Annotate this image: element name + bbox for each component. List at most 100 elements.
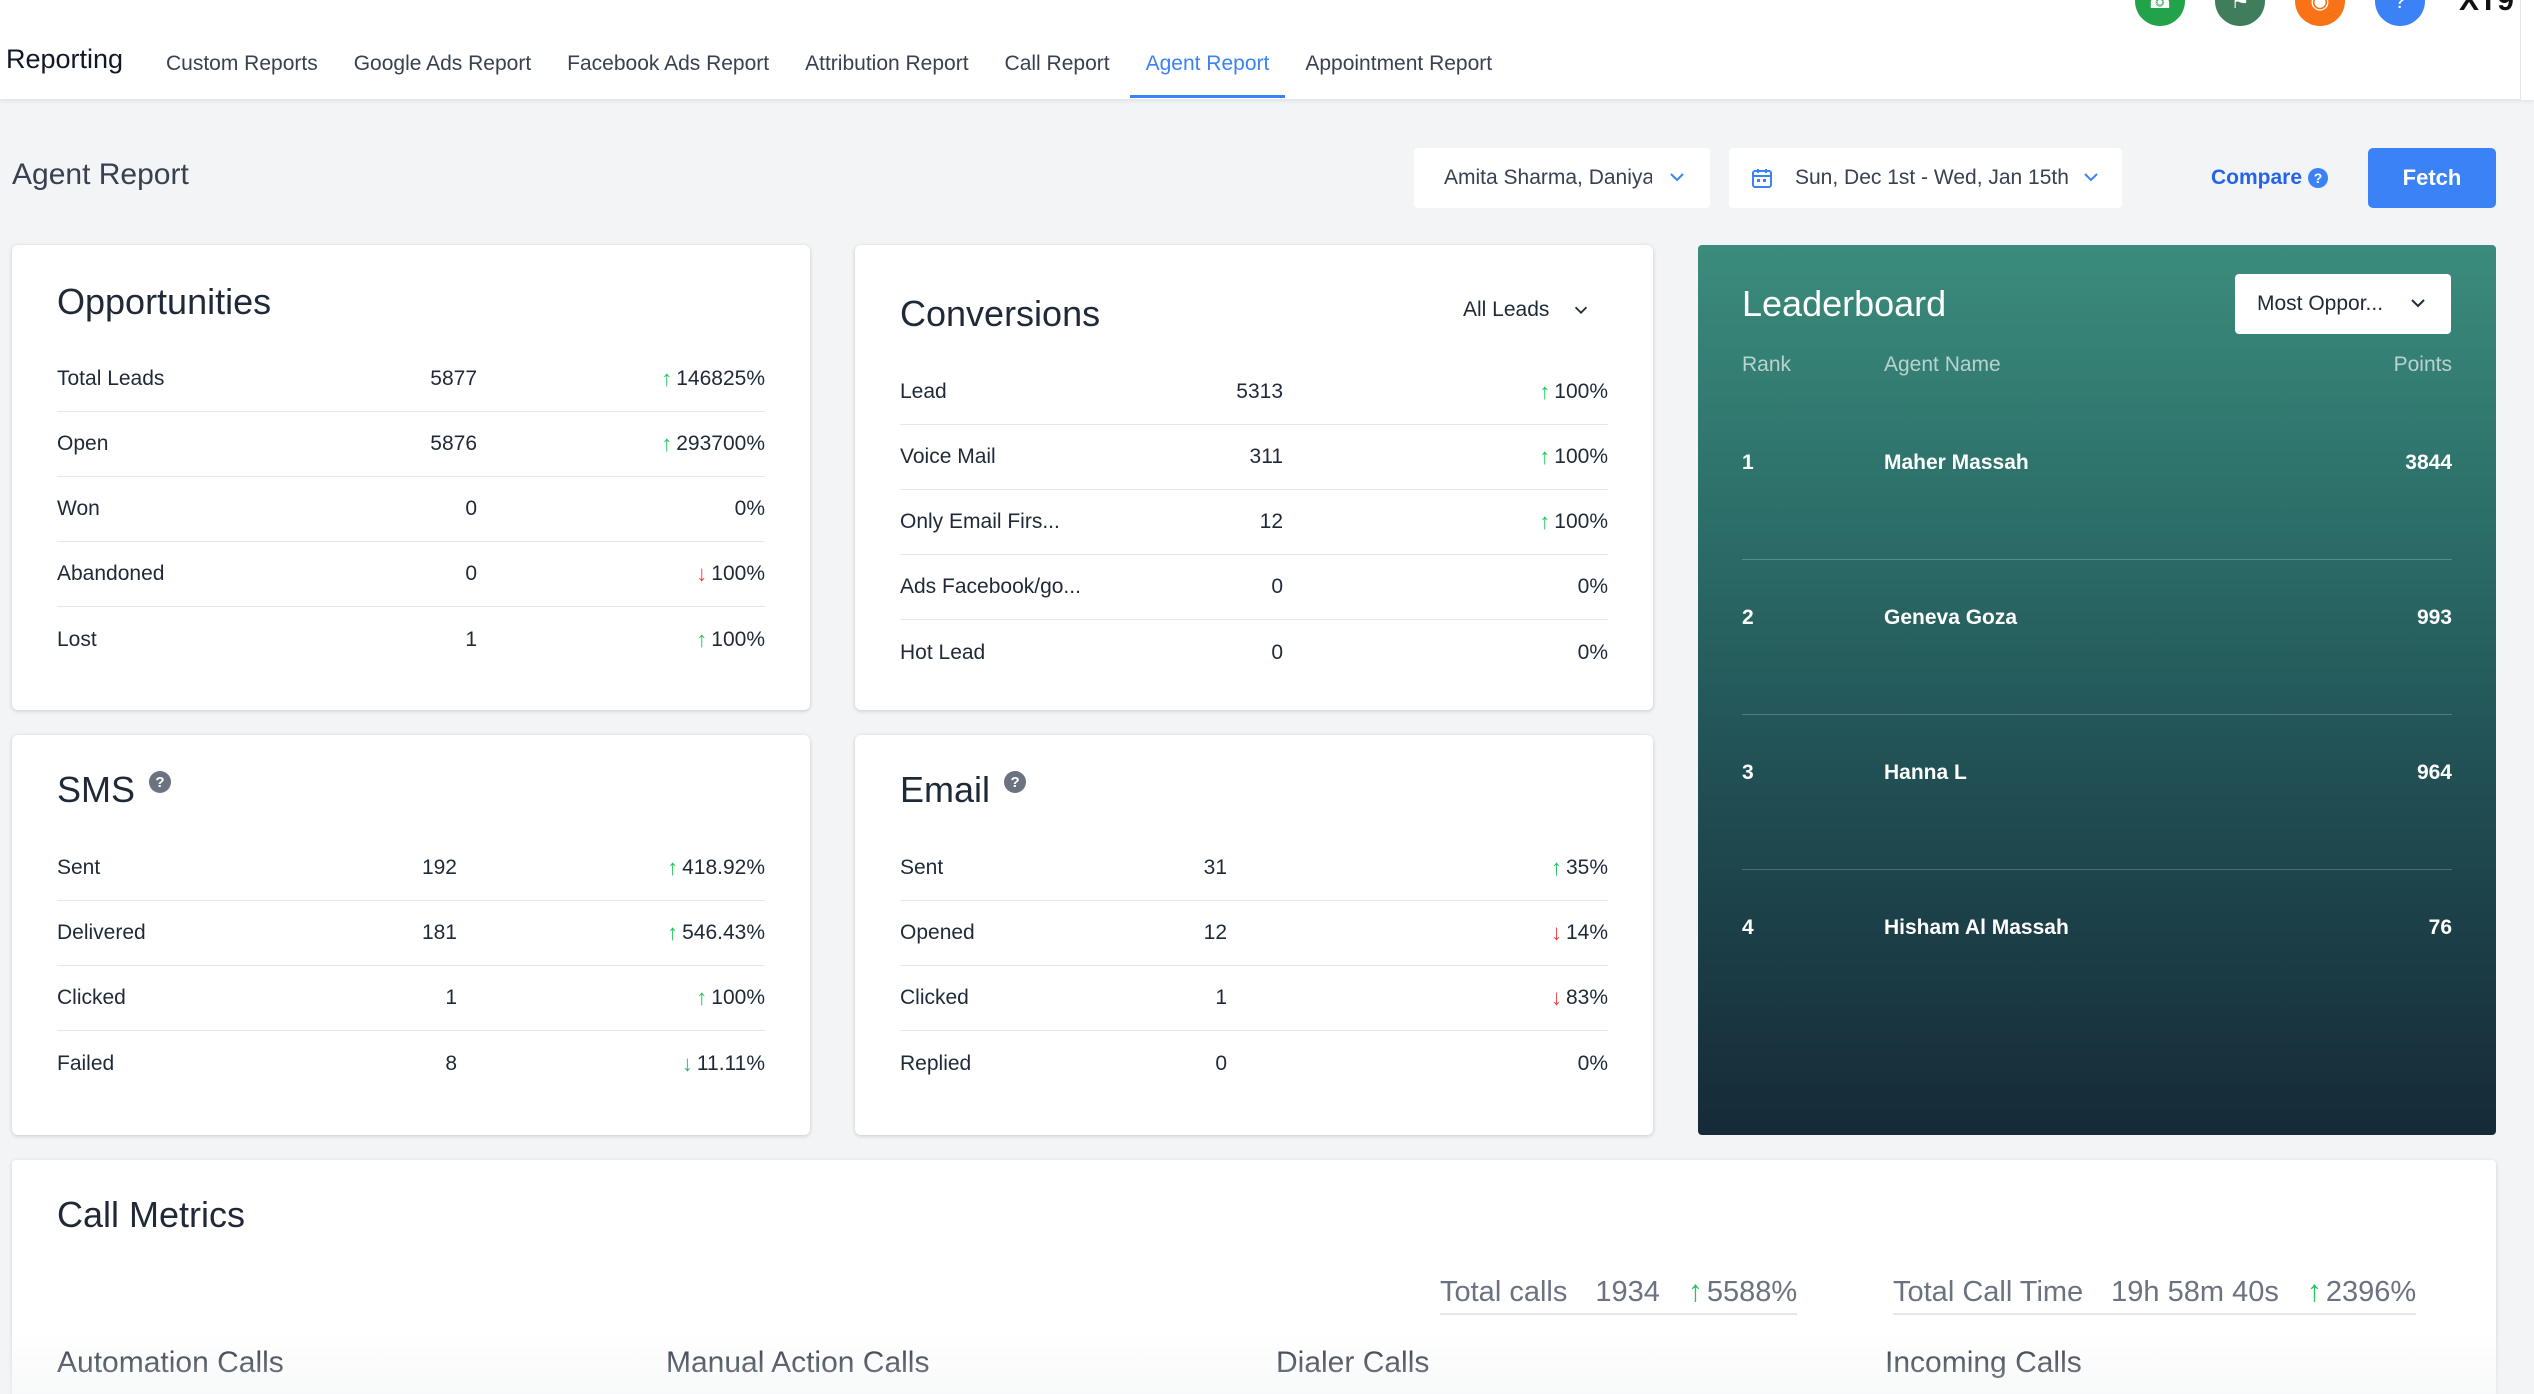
metric-row: Opened 12 ↓ 14% <box>900 901 1608 966</box>
total-calls-label: Total calls <box>1440 1276 1568 1308</box>
sms-card: SMS ? Sent 192 ↑ 418.92% Delivered 181 ↑ 546.43… <box>12 735 810 1135</box>
metric-change-pct: 100% <box>711 986 765 1009</box>
scrollbar[interactable] <box>2520 0 2534 100</box>
compare-label: Compare <box>2211 166 2303 189</box>
compare-toggle[interactable]: Compare ? <box>2211 166 2329 190</box>
metric-value: 1 <box>465 627 477 651</box>
metric-label: Only Email Firs... <box>900 510 1060 533</box>
date-range-value: Sun, Dec 1st - Wed, Jan 15th <box>1795 166 2069 189</box>
page-title: Agent Report <box>12 158 189 191</box>
help-icon[interactable]: ? <box>2374 0 2425 26</box>
metric-value: 0 <box>1271 575 1283 598</box>
metric-row: Clicked 1 ↓ 83% <box>900 966 1608 1031</box>
metric-change-pct: 100% <box>1554 380 1608 403</box>
metric-change: 0% <box>1578 1052 1608 1076</box>
chevron-down-icon <box>1670 173 1684 182</box>
leads-filter-dropdown[interactable]: All Leads <box>1463 298 1591 322</box>
agent-select[interactable]: Amita Sharma, Daniya <box>1414 148 1710 208</box>
metric-value: 8 <box>445 1051 457 1075</box>
arrow-up-icon: ↑ <box>1687 1275 1703 1308</box>
card-title: Opportunities <box>57 281 272 322</box>
metric-change: ↑ 100% <box>1539 509 1608 535</box>
metric-value: 5313 <box>1236 380 1283 403</box>
megaphone-icon[interactable]: ⚑ <box>2214 0 2265 26</box>
metric-row: Replied 0 0% <box>900 1031 1608 1096</box>
metric-change: 0% <box>1578 575 1608 599</box>
metric-label: Voice Mail <box>900 445 996 468</box>
metric-row: Abandoned 0 ↓ 100% <box>57 542 765 607</box>
metric-label: Hot Lead <box>900 640 986 664</box>
metric-value: 0 <box>465 562 477 585</box>
total-calls-pct: 5588% <box>1706 1276 1798 1308</box>
metric-row: Ads Facebook/go... 0 0% <box>900 555 1608 620</box>
tab-agent-report[interactable]: Agent Report <box>1129 40 1286 98</box>
help-icon[interactable]: ? <box>2308 168 2329 188</box>
card-title: Email ? <box>900 769 1027 811</box>
arrow-up-icon: ↑ <box>661 431 673 456</box>
metric-value: 5876 <box>430 432 477 455</box>
metric-label: Failed <box>57 1051 115 1075</box>
total-calls-stat: Total calls 1934 ↑ 5588% <box>1440 1275 1798 1315</box>
metric-change-pct: 418.92% <box>682 856 765 879</box>
arrow-up-icon: ↑ <box>696 985 708 1010</box>
leaderboard-row: 2 Geneva Goza 993 <box>1742 560 2452 715</box>
tab-custom-reports[interactable]: Custom Reports <box>166 52 318 75</box>
arrow-up-icon: ↑ <box>661 366 673 391</box>
metric-change: ↓ 11.11% <box>682 1051 765 1077</box>
rank: 4 <box>1742 916 1754 939</box>
total-calls-change: ↑ 5588% <box>1688 1275 1797 1309</box>
app-title: Reporting <box>6 44 124 74</box>
points: 964 <box>2416 761 2452 784</box>
tab-call-report[interactable]: Call Report <box>1004 52 1110 75</box>
metric-rows: Total Leads 5877 ↑ 146825% Open 5876 ↑ 293700% W… <box>57 347 765 672</box>
metric-label: Ads Facebook/go... <box>900 575 1081 598</box>
metric-change: ↑ 35% <box>1551 855 1608 881</box>
metric-change: ↑ 100% <box>1539 444 1608 470</box>
leaderboard-title: Leaderboard <box>1742 283 1947 324</box>
manual-action-calls-heading: Manual Action Calls <box>666 1346 930 1379</box>
tab-attribution-report[interactable]: Attribution Report <box>805 52 969 75</box>
opportunities-card: Opportunities Total Leads 5877 ↑ 146825% Ope… <box>12 245 810 710</box>
metric-change: ↓ 100% <box>696 561 765 587</box>
metric-change-pct: 0% <box>734 497 765 520</box>
metric-value: 31 <box>1203 856 1227 879</box>
arrow-down-icon: ↓ <box>1550 920 1562 945</box>
metric-row: Lost 1 ↑ 100% <box>57 607 765 672</box>
metric-change-pct: 0% <box>1577 640 1608 664</box>
phone-icon[interactable]: ☎ <box>2134 0 2185 26</box>
automation-calls-heading: Automation Calls <box>57 1346 284 1379</box>
metric-change-pct: 35% <box>1565 856 1608 879</box>
help-icon[interactable]: ? <box>149 771 172 793</box>
total-call-time-value: 19h 58m 40s <box>2111 1276 2279 1308</box>
metric-rows: Sent 31 ↑ 35% Opened 12 ↓ 14% Clicked 1 ↓ 83% Replie… <box>900 836 1608 1096</box>
metric-label: Sent <box>57 856 101 879</box>
metric-change: ↑ 146825% <box>661 366 765 392</box>
agent-name: Maher Massah <box>1884 451 2029 474</box>
metric-label: Lost <box>57 627 97 651</box>
date-range-picker[interactable]: Sun, Dec 1st - Wed, Jan 15th <box>1729 148 2122 208</box>
tab-appointment-report[interactable]: Appointment Report <box>1305 52 1493 75</box>
arrow-up-icon: ↑ <box>1539 444 1551 469</box>
sms-title: SMS <box>57 769 136 810</box>
arrow-up-icon: ↑ <box>667 920 679 945</box>
metric-change: ↑ 100% <box>696 985 765 1011</box>
metric-change: ↓ 14% <box>1551 920 1608 946</box>
fetch-button[interactable]: Fetch <box>2368 148 2496 208</box>
total-call-time-stat: Total Call Time 19h 58m 40s ↑ 2396% <box>1893 1275 2417 1315</box>
arrow-up-icon: ↑ <box>1539 379 1551 404</box>
leads-filter-value: All Leads <box>1463 298 1550 321</box>
metric-label: Won <box>57 497 100 520</box>
leaderboard-metric-select[interactable]: Most Oppor... <box>2235 274 2451 334</box>
help-icon[interactable]: ? <box>1004 771 1027 793</box>
tab-google-ads-report[interactable]: Google Ads Report <box>353 52 532 75</box>
metric-row: Won 0 0% <box>57 477 765 542</box>
leaderboard-row: 3 Hanna L 964 <box>1742 715 2452 870</box>
notification-bell-icon[interactable]: ◉ <box>2294 0 2345 26</box>
agent-name: Geneva Goza <box>1884 606 2018 629</box>
metric-value: 12 <box>1203 921 1227 944</box>
call-metrics-title: Call Metrics <box>57 1194 246 1235</box>
tab-facebook-ads-report[interactable]: Facebook Ads Report <box>567 52 770 75</box>
user-avatar[interactable]: XT9 <box>2458 0 2514 17</box>
leaderboard-rows: 1 Maher Massah 3844 2 Geneva Goza 993 3 … <box>1742 405 2452 1025</box>
arrow-down-icon: ↓ <box>1550 985 1562 1010</box>
